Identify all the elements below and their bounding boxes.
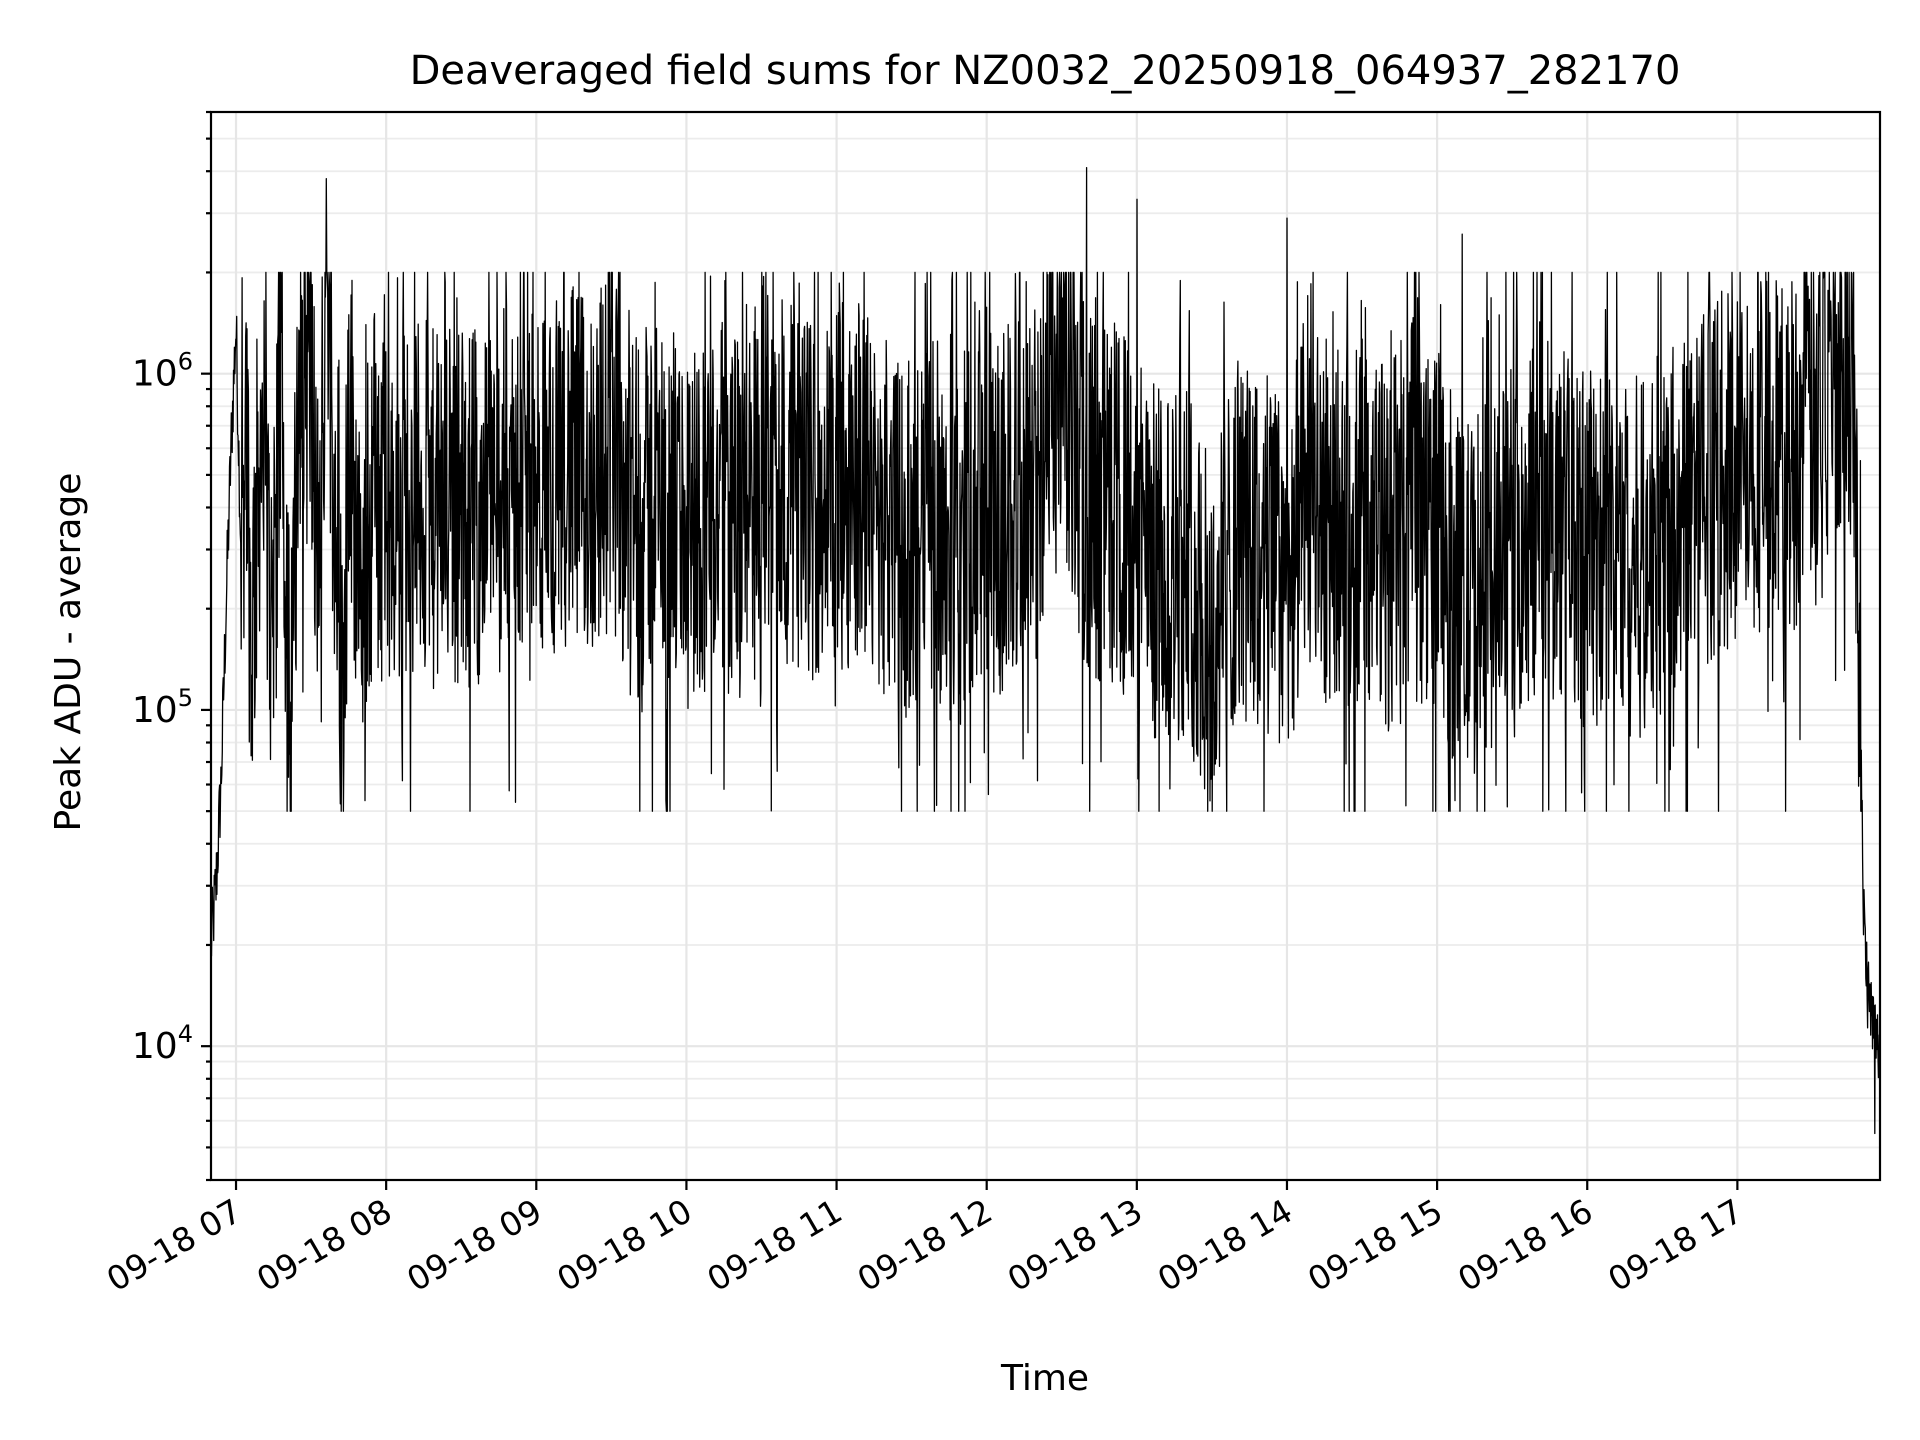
chart-title: Deaveraged field sums for NZ0032_2025091… [410,48,1681,94]
x-axis-label: Time [1000,1358,1089,1399]
y-tick-label: 105 [132,684,193,731]
y-tick-label: 106 [132,348,193,395]
series-line [210,166,1881,1135]
y-axis-label: Peak ADU - average [48,473,89,832]
y-axis-ticks: 104 105 106 [132,110,211,1182]
plot-frame [209,110,1882,1182]
y-tick-label: 104 [132,1020,193,1067]
